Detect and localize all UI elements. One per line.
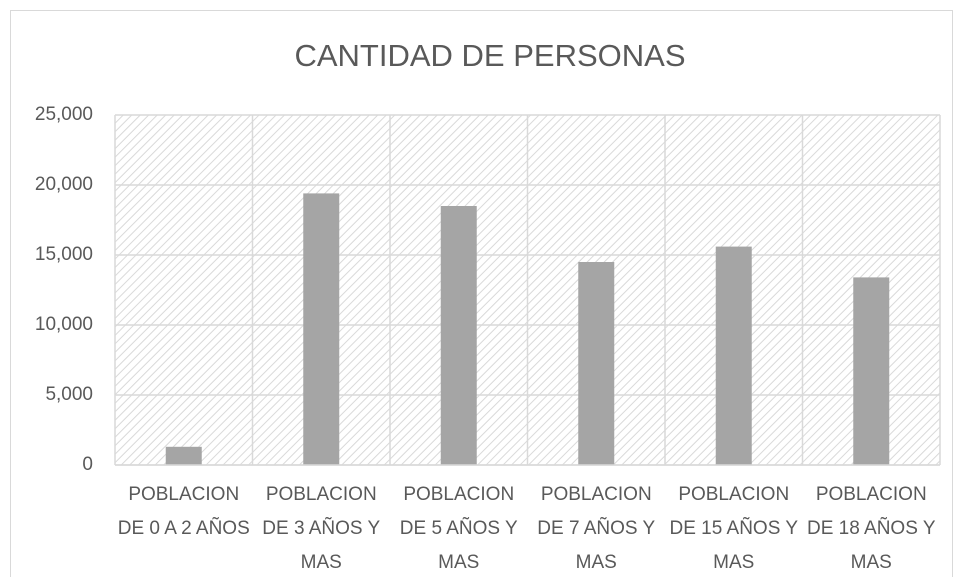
y-tick-label: 15,000 bbox=[35, 244, 93, 265]
y-tick-label: 5,000 bbox=[45, 384, 93, 405]
bar bbox=[165, 446, 202, 465]
x-tick-label: POBLACION DE 18 AÑOS Y MAS bbox=[807, 484, 936, 573]
x-tick-label: POBLACION DE 15 AÑOS Y MAS bbox=[669, 484, 799, 573]
bar bbox=[578, 262, 615, 465]
y-tick-label: 20,000 bbox=[35, 174, 93, 195]
y-tick-label: 10,000 bbox=[35, 314, 93, 335]
x-tick-label: POBLACION DE 7 AÑOS Y MAS bbox=[537, 484, 656, 573]
chart-title: CANTIDAD DE PERSONAS bbox=[294, 38, 685, 73]
y-tick-label: 25,000 bbox=[35, 104, 93, 125]
x-tick-label: POBLACION DE 3 AÑOS Y MAS bbox=[262, 484, 381, 573]
x-tick-label: POBLACION DE 5 AÑOS Y MAS bbox=[399, 484, 518, 573]
x-tick-label: POBLACION DE 0 A 2 AÑOS bbox=[117, 484, 250, 539]
bar bbox=[440, 206, 477, 465]
y-tick-label: 0 bbox=[82, 454, 93, 475]
bar bbox=[715, 246, 752, 465]
chart-border bbox=[10, 10, 953, 577]
bar bbox=[303, 193, 340, 465]
bar bbox=[853, 277, 890, 465]
